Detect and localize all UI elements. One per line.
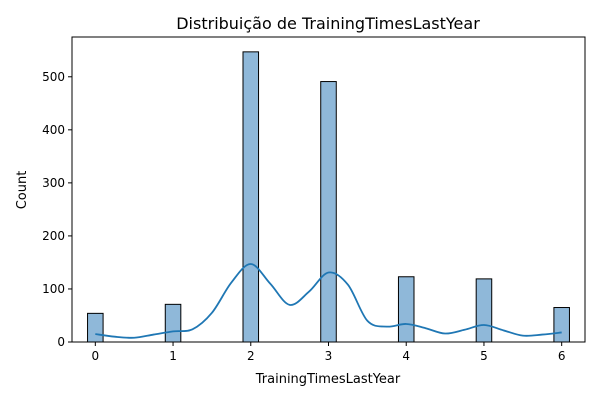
histogram-bar <box>242 51 260 343</box>
x-tick-label: 4 <box>402 349 410 363</box>
x-axis-label: TrainingTimesLastYear <box>255 372 401 387</box>
y-tick-label: 400 <box>42 123 65 137</box>
kde-curve <box>95 263 562 339</box>
kde-layer <box>95 263 562 339</box>
x-tick-label: 2 <box>247 349 255 363</box>
histogram-bar <box>553 307 570 343</box>
histogram-bar <box>320 81 337 343</box>
x-axis-ticks: 0 1 2 3 4 5 6 <box>91 342 566 363</box>
histogram-bar <box>397 276 415 343</box>
y-axis-label: Count <box>15 171 30 210</box>
chart-title: Distribuição de TrainingTimesLastYear <box>176 14 480 33</box>
histogram-bar <box>475 278 493 343</box>
x-tick-label: 0 <box>91 349 99 363</box>
y-tick-label: 300 <box>42 176 65 190</box>
y-tick-label: 100 <box>42 282 65 296</box>
x-tick-label: 3 <box>325 349 333 363</box>
y-axis-ticks: 0 100 200 300 400 500 <box>42 70 72 349</box>
y-tick-label: 500 <box>42 70 65 84</box>
x-tick-label: 5 <box>480 349 488 363</box>
histogram-bar <box>164 303 182 343</box>
y-tick-label: 200 <box>42 229 65 243</box>
x-tick-label: 1 <box>169 349 177 363</box>
x-tick-label: 6 <box>558 349 566 363</box>
y-tick-label: 0 <box>57 335 65 349</box>
histogram-bar <box>87 312 104 343</box>
bars-layer <box>87 51 570 343</box>
